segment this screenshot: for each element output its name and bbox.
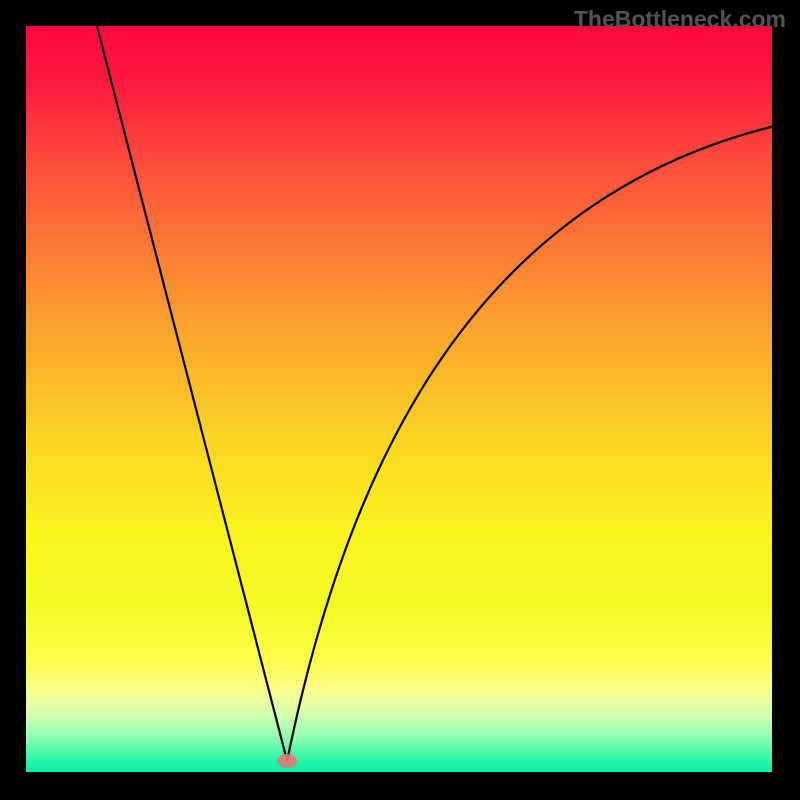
minimum-marker xyxy=(277,754,297,768)
plot-area xyxy=(26,26,772,772)
background-gradient xyxy=(26,26,772,772)
watermark-text: TheBottleneck.com xyxy=(574,6,786,33)
chart-container: TheBottleneck.com xyxy=(0,0,800,800)
